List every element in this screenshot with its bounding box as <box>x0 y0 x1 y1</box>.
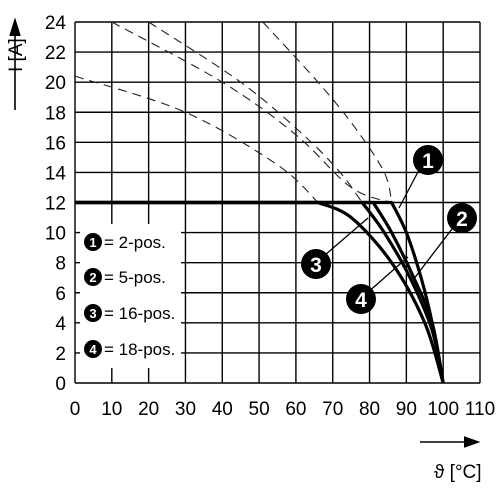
legend-marker-1-text: 1 <box>89 235 96 250</box>
callout-leaders <box>324 169 456 294</box>
callout-2-leader <box>412 224 456 281</box>
y-tick-label-8: 16 <box>45 133 66 154</box>
dashed-line-series-4 <box>148 21 363 203</box>
derating-curves <box>75 200 445 384</box>
legend-label-4: = 18-pos. <box>104 340 175 359</box>
x-tick-label-11: 110 <box>465 399 495 420</box>
callout-4-text: 4 <box>355 289 367 312</box>
x-tick-label-1: 10 <box>101 399 122 420</box>
dashed-line-series-2 <box>262 21 393 203</box>
callout-3-leader <box>324 217 369 256</box>
x-axis-arrow <box>420 436 481 448</box>
callout-2-text: 2 <box>456 208 468 231</box>
legend-marker-2-text: 2 <box>89 270 96 285</box>
dashed-line-series-1 <box>111 21 392 204</box>
dashed-line-series-3 <box>74 75 319 203</box>
legend-item-2: 2 = 5-pos. <box>84 268 166 287</box>
y-tick-label-3: 6 <box>55 284 66 305</box>
callout-4: 4 <box>346 284 376 314</box>
callout-3-text: 3 <box>310 254 322 277</box>
y-tick-label-1: 2 <box>55 344 66 365</box>
x-tick-label-10: 100 <box>427 399 459 420</box>
callout-3: 3 <box>301 249 331 279</box>
y-tick-label-6: 12 <box>45 194 66 215</box>
y-tick-label-11: 22 <box>45 43 66 64</box>
legend-item-1: 1 = 2-pos. <box>84 233 166 252</box>
callout-2: 2 <box>447 203 477 233</box>
legend-marker-3 <box>84 304 102 322</box>
callout-1-badge <box>413 145 443 175</box>
x-axis-label: ϑ [°C] <box>434 462 482 483</box>
callout-2-badge <box>447 203 477 233</box>
y-tick-label-5: 10 <box>45 224 66 245</box>
x-tick-label-9: 90 <box>396 399 417 420</box>
curve-series-4 <box>75 200 445 384</box>
y-tick-label-10: 20 <box>45 73 66 94</box>
callout-1: 1 <box>413 145 443 175</box>
legend-label-1: = 2-pos. <box>104 233 166 252</box>
legend-marker-4-text: 4 <box>89 342 97 357</box>
x-tick-label-3: 30 <box>175 399 196 420</box>
legend-marker-3-text: 3 <box>89 306 96 321</box>
legend-marker-2 <box>84 268 102 286</box>
y-axis-arrow <box>9 17 21 110</box>
x-tick-label-8: 80 <box>359 399 380 420</box>
legend-label-2: = 5-pos. <box>104 268 166 287</box>
y-tick-label-4: 8 <box>55 254 66 275</box>
y-tick-label-0: 0 <box>55 374 66 395</box>
y-tick-label-7: 14 <box>45 163 67 184</box>
callout-1-leader <box>398 169 420 209</box>
legend-marker-1 <box>84 233 102 251</box>
y-tick-label-12: 24 <box>45 13 67 34</box>
legend-item-4: 4 = 18-pos. <box>84 340 175 359</box>
x-tick-labels: 0 10 20 30 40 50 60 70 80 90 100 110 <box>70 399 495 420</box>
x-tick-label-7: 70 <box>322 399 343 420</box>
x-tick-label-4: 40 <box>212 399 233 420</box>
x-tick-label-6: 60 <box>285 399 306 420</box>
curve-series-3 <box>75 200 445 384</box>
y-axis-label: I [A] <box>6 38 27 72</box>
x-tick-label-0: 0 <box>70 399 81 420</box>
callout-1-text: 1 <box>422 150 434 173</box>
callout-4-leader <box>366 256 409 294</box>
legend-item-3: 3 = 16-pos. <box>84 304 175 323</box>
x-tick-label-2: 20 <box>138 399 159 420</box>
y-tick-label-9: 18 <box>45 103 66 124</box>
y-tick-label-2: 4 <box>55 314 66 335</box>
callout-3-badge <box>301 249 331 279</box>
callout-4-badge <box>346 284 376 314</box>
x-tick-label-5: 50 <box>249 399 270 420</box>
legend-label-3: = 16-pos. <box>104 304 175 323</box>
legend-marker-4 <box>84 340 102 358</box>
dashed-derating-lines <box>74 21 393 204</box>
legend: 1 = 2-pos. 2 = 5-pos. 3 = 16-pos. 4 = 18… <box>80 224 181 368</box>
